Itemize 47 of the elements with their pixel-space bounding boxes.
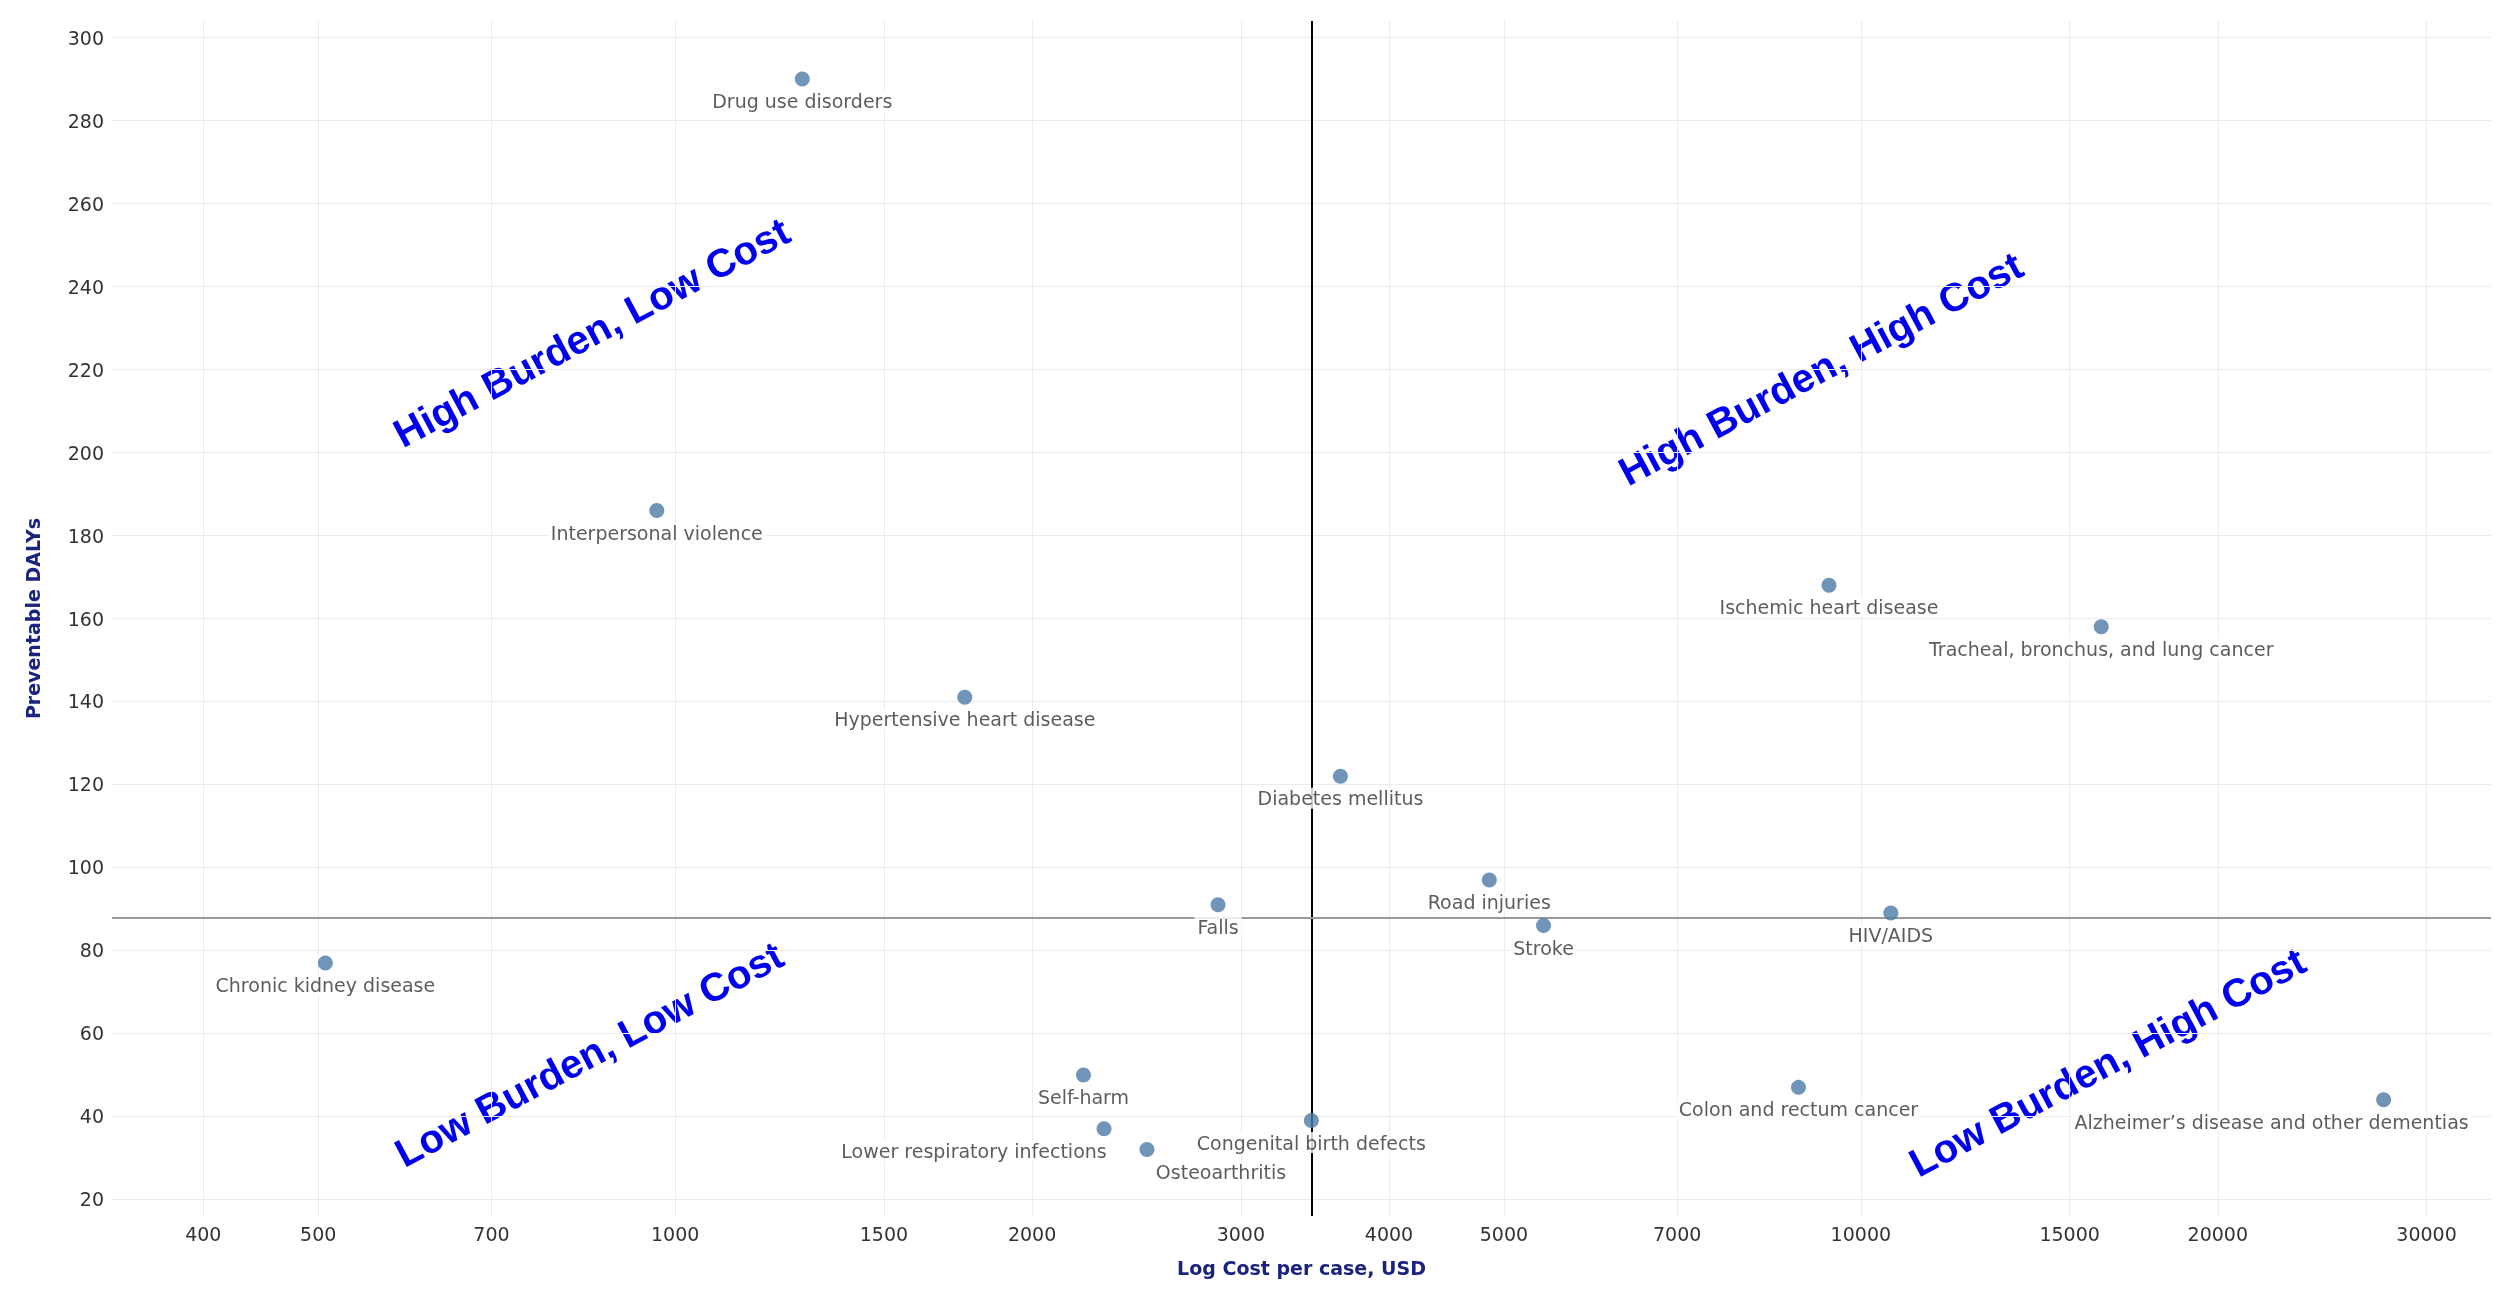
x-tick-label: 20000 (2187, 1222, 2248, 1245)
series-label: Stroke (1513, 936, 1574, 959)
x-tick-label: 3000 (1216, 1222, 1266, 1245)
series-label: Interpersonal violence (550, 521, 763, 544)
series-label: Self-harm (1037, 1085, 1130, 1108)
x-tick-label: 15000 (2039, 1222, 2100, 1245)
y-tick-label: 200 (67, 441, 104, 464)
series-label: Drug use disorders (712, 90, 893, 113)
y-tick-label: 180 (67, 524, 104, 547)
series-label: Chronic kidney disease (215, 973, 436, 996)
series-label: Hypertensive heart disease (834, 708, 1096, 731)
y-tick-label: 100 (67, 856, 104, 879)
x-tick-label: 1000 (650, 1222, 700, 1245)
x-tick-label: 500 (300, 1222, 337, 1245)
x-tick-label: 700 (473, 1222, 510, 1245)
x-tick-label: 4000 (1364, 1222, 1414, 1245)
y-tick-label: 20 (79, 1188, 104, 1211)
y-axis-title: Preventable DALYs (21, 517, 44, 720)
y-tick-label: 300 (67, 26, 104, 49)
series-label: Colon and rectum cancer (1678, 1098, 1919, 1121)
x-axis-title: Log Cost per case, USD (1177, 1256, 1426, 1279)
x-tick-label: 5000 (1479, 1222, 1529, 1245)
x-tick-label: 30000 (2396, 1222, 2457, 1245)
series-label: Falls (1197, 915, 1239, 938)
y-tick-label: 40 (79, 1105, 104, 1128)
y-tick-label: 80 (79, 939, 104, 962)
series-label: Lower respiratory infections (841, 1139, 1107, 1162)
y-tick-label: 160 (67, 607, 104, 630)
series-label: Congenital birth defects (1196, 1131, 1426, 1154)
y-tick-label: 60 (79, 1022, 104, 1045)
series-label: Osteoarthritis (1155, 1160, 1287, 1183)
x-tick-label: 7000 (1652, 1222, 1702, 1245)
y-tick-label: 260 (67, 192, 104, 215)
x-tick-label: 2000 (1007, 1222, 1057, 1245)
y-tick-label: 240 (67, 275, 104, 298)
series-label: HIV/AIDS (1848, 924, 1934, 947)
x-tick-label: 1500 (859, 1222, 909, 1245)
series-label: Road injuries (1427, 890, 1551, 913)
y-tick-label: 120 (67, 773, 104, 796)
series-label: Diabetes mellitus (1257, 787, 1424, 810)
x-tick-label: 400 (185, 1222, 222, 1245)
x-tick-label: 10000 (1830, 1222, 1892, 1245)
y-tick-label: 140 (67, 690, 104, 713)
y-tick-label: 220 (67, 358, 104, 381)
series-label: Tracheal, bronchus, and lung cancer (1928, 637, 2274, 660)
y-tick-label: 280 (67, 109, 104, 132)
series-label: Ischemic heart disease (1719, 596, 1939, 619)
